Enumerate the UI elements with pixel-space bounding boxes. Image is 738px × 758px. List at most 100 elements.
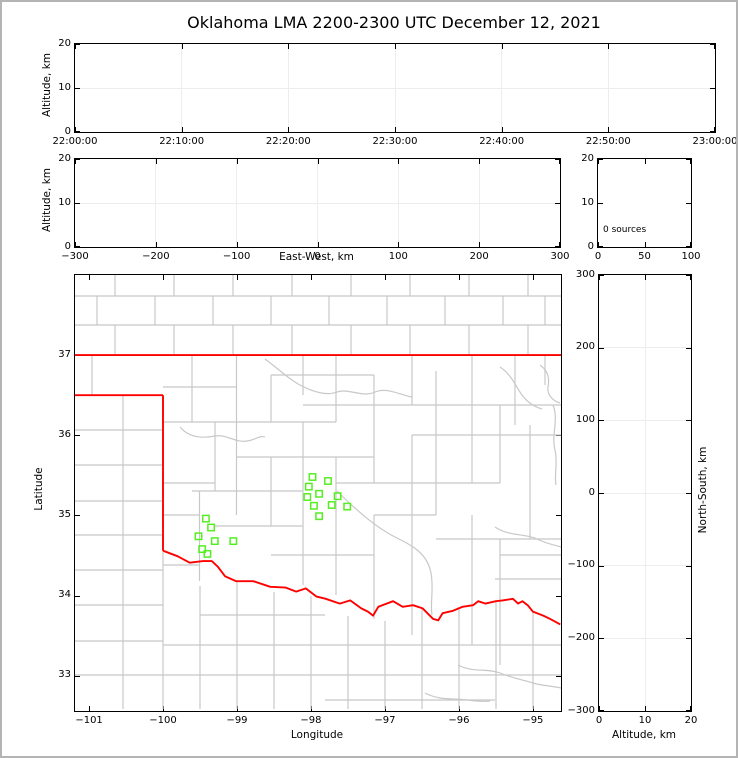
axis-tick xyxy=(686,275,691,276)
lma-station-marker xyxy=(304,482,313,491)
axis-tick xyxy=(555,246,560,247)
lma-station-marker xyxy=(309,501,318,510)
tick-label: −95 xyxy=(522,715,544,726)
axis-tick xyxy=(479,159,481,164)
axis-tick xyxy=(599,493,604,494)
tick-label: 10 xyxy=(638,715,652,726)
axis-tick xyxy=(599,710,604,711)
tick-label: 100 xyxy=(681,251,701,262)
tick-label: 22:50:00 xyxy=(585,136,631,147)
axis-tick xyxy=(288,127,290,132)
lma-station-marker xyxy=(327,501,336,509)
tick-label: −200 xyxy=(567,631,595,643)
tick-label: 37 xyxy=(58,348,71,360)
axis-tick xyxy=(686,159,691,160)
axis-tick xyxy=(75,675,80,677)
axis-tick xyxy=(155,159,157,164)
tick-label: 20 xyxy=(684,715,698,726)
axis-tick xyxy=(181,44,183,49)
ew-panel-xlabel: East-West, km xyxy=(279,251,354,263)
axis-tick xyxy=(710,88,715,89)
lma-station-marker xyxy=(194,532,203,541)
tick-label: 36 xyxy=(58,428,71,440)
axis-tick xyxy=(598,159,603,160)
red-river-border xyxy=(162,549,561,626)
tick-label: 0 xyxy=(595,715,603,726)
axis-tick xyxy=(599,565,604,567)
axis-tick xyxy=(75,203,80,204)
lma-station-marker xyxy=(303,493,312,501)
state-border-layer xyxy=(75,354,561,626)
eastwest-altitude-panel: −300 −200 −100 0 100 200 300 20 10 0 xyxy=(58,153,569,263)
axis-tick xyxy=(75,435,80,437)
axis-tick xyxy=(555,159,560,160)
map-ylabel: Latitude xyxy=(33,467,45,511)
axis-tick xyxy=(458,275,460,280)
axis-tick xyxy=(599,706,600,711)
tick-label: 10 xyxy=(58,81,71,93)
axis-tick xyxy=(317,159,319,164)
tick-label: −200 xyxy=(142,251,170,262)
tick-label: 0 xyxy=(314,251,321,262)
tick-label: 23:00:00 xyxy=(692,136,738,147)
tick-label: 10 xyxy=(58,196,71,208)
axis-tick xyxy=(690,242,691,247)
tick-label: 33 xyxy=(58,669,71,681)
tick-label: 50 xyxy=(638,251,651,262)
tick-label: 200 xyxy=(575,341,595,353)
axis-tick xyxy=(608,127,610,132)
axis-tick xyxy=(75,131,80,132)
axis-tick xyxy=(556,435,561,437)
axis-tick xyxy=(644,159,646,164)
plot-title: Oklahoma LMA 2200-2300 UTC December 12, … xyxy=(187,13,601,32)
axis-tick xyxy=(75,159,80,160)
axis-tick xyxy=(236,159,238,164)
axis-tick xyxy=(690,275,691,280)
northsouth-altitude-panel: 0 10 20 300 200 100 0 −100 −200 −300 xyxy=(568,269,698,727)
lma-station-marker xyxy=(229,537,238,546)
ew-panel-ylabel: Altitude, km xyxy=(41,168,53,233)
axis-tick xyxy=(395,127,396,132)
axis-tick xyxy=(714,127,715,132)
axis-tick xyxy=(398,159,400,164)
tick-label: 20 xyxy=(58,152,71,164)
tick-label: 0 xyxy=(64,125,71,137)
axis-tick xyxy=(598,203,603,204)
axis-tick xyxy=(181,127,183,132)
tick-label: −96 xyxy=(448,715,470,726)
ns-panel-xlabel: Altitude, km xyxy=(611,729,676,741)
tick-label: −300 xyxy=(567,704,595,716)
axis-tick xyxy=(310,275,312,280)
tick-label: −300 xyxy=(61,251,89,262)
tick-label: 300 xyxy=(575,268,595,280)
axis-tick xyxy=(598,246,603,247)
gridline-horizontal xyxy=(599,347,691,349)
axis-tick xyxy=(317,242,319,247)
gridline-horizontal xyxy=(75,202,560,204)
tick-label: 0 xyxy=(588,486,595,498)
county-boundaries-layer xyxy=(75,275,561,709)
axis-tick xyxy=(395,44,396,49)
axis-tick xyxy=(398,242,400,247)
tick-label: 0 xyxy=(594,251,602,262)
tick-label: 0 xyxy=(64,240,71,252)
axis-tick xyxy=(599,420,604,422)
lma-station-marker xyxy=(333,492,342,501)
tick-label: 20 xyxy=(58,37,71,49)
axis-tick xyxy=(163,275,165,280)
lma-station-marker xyxy=(210,537,219,546)
tick-label: −100 xyxy=(567,559,595,571)
lma-station-marker xyxy=(308,473,317,481)
axis-tick xyxy=(714,44,715,49)
axis-tick xyxy=(686,347,691,349)
tick-label: 22:00:00 xyxy=(52,136,98,147)
axis-tick xyxy=(384,275,386,280)
time-altitude-panel: 22:00:00 22:10:00 22:20:00 22:30:00 22:40:00… xyxy=(53,38,736,148)
ns-panel-ylabel: North-South, km xyxy=(697,446,709,534)
tick-label: 35 xyxy=(58,508,71,520)
time-panel-ylabel: Altitude, km xyxy=(41,53,53,118)
axis-tick xyxy=(710,44,715,45)
axis-tick xyxy=(686,420,691,422)
axis-tick xyxy=(75,88,80,89)
